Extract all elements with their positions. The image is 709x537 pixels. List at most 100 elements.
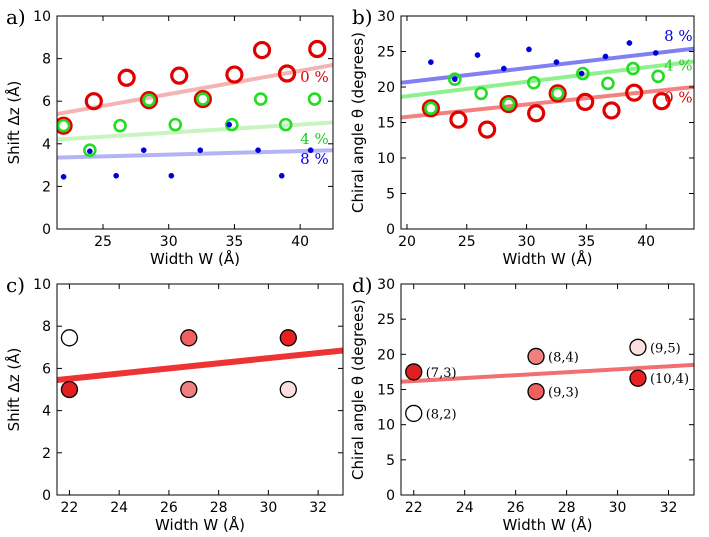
x-tick-label: 28 [558,500,576,516]
data-point [255,147,261,154]
x-tick-label: 32 [309,500,327,516]
data-point [474,52,481,58]
data-point [252,40,272,60]
data-point [140,147,147,154]
y-tick-label: 25 [377,45,395,61]
data-point [527,347,545,366]
panel-label: d) [352,273,373,297]
y-tick-label: 15 [377,116,395,132]
data-point [500,65,507,72]
data-point [526,75,541,90]
point-label: (8,4) [548,350,579,365]
series-annotation: 4 % [300,130,329,148]
x-tick-label: 24 [456,500,474,516]
data-point [499,94,518,114]
data-point [601,76,615,91]
fit-line [401,59,694,99]
x-axis-label: Width W (Å) [155,515,245,534]
data-point [193,89,212,109]
series-annotation: 0 % [300,68,329,86]
x-tick-label: 22 [61,500,79,516]
data-point [421,99,440,118]
data-point [168,117,183,132]
data-point [448,72,462,86]
data-point [548,84,567,103]
data-point [625,83,644,102]
y-tick-label: 10 [377,418,395,434]
y-tick-label: 30 [377,9,395,25]
data-point [626,61,640,76]
plot-area [401,362,694,384]
series-annotation: 4 % [664,57,693,75]
y-tick-label: 20 [377,80,395,96]
data-point [405,404,423,423]
panel-label: a) [6,5,26,29]
x-tick-label: 24 [110,500,128,516]
data-point [478,120,497,139]
plot-area [401,40,694,139]
data-point [629,338,647,356]
data-point [170,66,189,85]
x-tick-label: 30 [518,234,536,250]
x-tick-label: 35 [226,234,244,250]
point-label: (9,3) [548,386,579,401]
y-tick-label: 0 [386,488,395,504]
y-tick-label: 4 [42,137,51,153]
panel-4: d) (7,3) (8,2) (8,4) (9,3) (9,5) (10,4) 22 24 26 2… [349,273,695,534]
data-point [60,380,79,399]
data-point [225,65,244,84]
plot-area [57,347,343,383]
y-tick-label: 20 [377,347,395,363]
data-point [278,172,285,179]
data-point [629,369,647,387]
data-point [307,147,314,154]
x-tick-label: 26 [160,500,178,516]
x-tick-label: 26 [507,500,525,516]
y-tick-label: 8 [42,319,51,335]
data-point [307,92,322,106]
data-point [652,92,671,111]
data-point [60,329,79,347]
y-tick-label: 30 [377,277,395,293]
series-annotation: 0 % [664,89,693,107]
x-tick-label: 25 [94,234,112,250]
axes-frame [56,15,334,230]
x-tick-label: 22 [405,500,423,516]
y-tick-label: 2 [42,179,51,195]
data-point [451,76,458,83]
data-point [279,329,297,347]
data-point [57,116,73,135]
axes-frame [56,283,344,496]
data-point [83,143,97,157]
data-point [424,101,438,116]
y-axis-label: Chiral angle θ (degrees) [349,32,367,213]
data-point [277,64,297,83]
x-tick-label: 30 [160,234,178,250]
y-tick-label: 0 [386,222,395,238]
y-axis-label: Shift Δz (Å) [4,81,23,165]
data-point [651,69,665,84]
y-tick-label: 2 [42,446,51,462]
data-point [527,104,546,123]
data-point [602,101,621,120]
data-point [428,59,434,66]
fit-line [401,362,694,384]
fit-line [401,85,694,120]
data-point [168,172,175,179]
point-label: (7,3) [426,366,457,381]
data-point [449,110,468,129]
data-point [226,121,233,128]
data-point [474,86,488,101]
data-point [113,118,127,133]
y-tick-label: 10 [377,151,395,167]
data-point [550,86,565,101]
data-point [308,39,327,59]
x-tick-label: 30 [259,500,277,516]
y-axis-label: Shift Δz (Å) [4,348,23,432]
y-tick-label: 6 [42,361,51,377]
data-point [576,92,595,112]
fit-line [57,148,333,160]
data-point [578,70,585,77]
